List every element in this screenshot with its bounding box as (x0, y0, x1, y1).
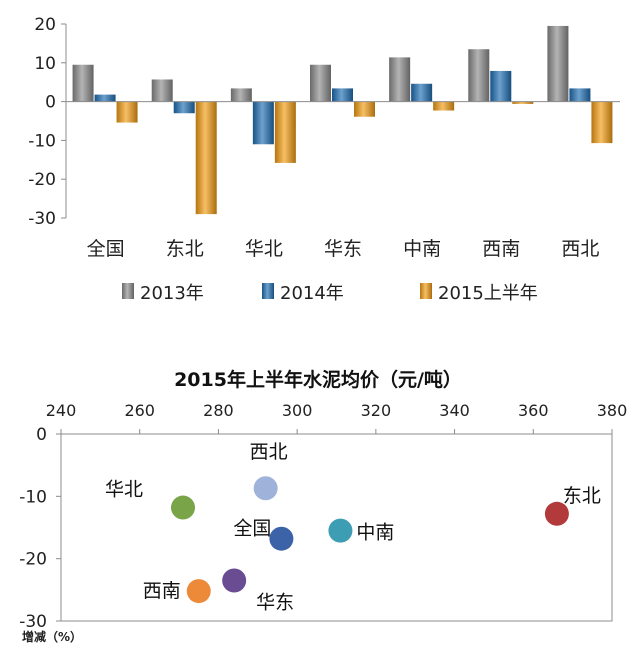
bar-2014年 (569, 88, 591, 102)
plot-area-border (60, 433, 613, 622)
bar-2015上半年 (274, 101, 296, 163)
legend-label: 2013年 (140, 283, 204, 304)
x-tick-label: 240 (46, 401, 77, 420)
y-tick-label: 10 (34, 54, 56, 74)
scatter-title: 2015年上半年水泥均价（元/吨） (174, 368, 462, 391)
x-category-label: 中南 (403, 238, 441, 260)
point-label: 全国 (233, 518, 271, 540)
y-tick-label: 0 (45, 93, 56, 113)
point-label: 中南 (356, 522, 394, 544)
scatter-point-华东 (222, 568, 247, 593)
x-tick-label: 380 (597, 401, 628, 420)
bar-2015上半年 (116, 101, 138, 123)
scatter-point-西北 (253, 476, 278, 501)
x-category-label: 西南 (482, 238, 520, 260)
bar-2014年 (411, 83, 433, 102)
bar-2014年 (490, 70, 512, 102)
legend-label: 2015上半年 (438, 283, 538, 304)
scatter-point-东北 (544, 501, 569, 526)
y-tick-label: -20 (19, 550, 47, 570)
y-tick-label: -30 (19, 612, 47, 632)
x-category-label: 西北 (561, 238, 599, 260)
bar-2015上半年 (591, 101, 613, 144)
bar-2014年 (173, 101, 195, 114)
legend-swatch-2013年 (122, 283, 134, 299)
scatter-point-全国 (269, 526, 294, 551)
x-tick-label: 260 (124, 401, 155, 420)
bar-2015上半年 (433, 101, 455, 111)
bar-2013年 (468, 49, 490, 102)
bar-2013年 (230, 88, 252, 102)
point-label: 西北 (250, 441, 288, 463)
bar-2013年 (151, 79, 173, 102)
y-tick-label: 20 (34, 15, 56, 35)
y-tick-label: -30 (28, 209, 56, 229)
x-tick-label: 360 (518, 401, 549, 420)
legend-swatch-2014年 (262, 283, 274, 299)
bar-2013年 (547, 25, 569, 102)
x-category-label: 全国 (87, 238, 125, 260)
x-tick-label: 280 (203, 401, 234, 420)
bar-2014年 (252, 101, 274, 145)
bar-2013年 (389, 57, 411, 102)
x-category-label: 东北 (166, 238, 204, 260)
x-tick-label: 300 (282, 401, 313, 420)
y-tick-label: -10 (28, 131, 56, 151)
scatter-point-华北 (171, 495, 196, 520)
bar-2013年 (310, 64, 331, 102)
cement-price-scatter-chart: 2015年上半年水泥均价（元/吨） 240 260 280 300 320 340 360 38… (0, 350, 640, 649)
bar-2015上半年 (512, 101, 534, 104)
bar-chart-canvas: -30 -20 -10 0 10 20 全国 东北 华北 华东 中南 西南 西北 2013年 2014年 20… (28, 15, 620, 304)
x-category-label: 华北 (245, 238, 283, 260)
x-tick-label: 320 (361, 401, 392, 420)
scatter-point-西南 (186, 579, 211, 604)
y-axis-label: 增减（%） (22, 629, 82, 644)
legend-swatch-2015上半年 (420, 283, 432, 299)
y-tick-label: -20 (28, 170, 56, 190)
x-category-label: 华东 (324, 238, 362, 260)
y-tick-label: -10 (19, 487, 47, 507)
legend-label: 2014年 (280, 283, 344, 304)
point-label: 华东 (256, 591, 294, 613)
point-label: 华北 (105, 479, 143, 501)
regional-growth-bar-chart: -30 -20 -10 0 10 20 全国 东北 华北 华东 中南 西南 西北 2013年 2014年 20… (0, 0, 640, 320)
bar-2014年 (94, 94, 116, 102)
scatter-point-中南 (328, 518, 353, 543)
bar-2015上半年 (354, 101, 375, 117)
y-tick-label: 0 (36, 425, 47, 445)
bar-2013年 (72, 64, 94, 102)
point-label: 东北 (563, 485, 601, 507)
scatter-chart-canvas: 2015年上半年水泥均价（元/吨） 240 260 280 300 320 340 360 38… (19, 368, 628, 644)
x-tick-label: 340 (439, 401, 470, 420)
bar-2015上半年 (195, 101, 217, 215)
bar-2014年 (332, 88, 353, 102)
point-label: 西南 (143, 580, 181, 602)
